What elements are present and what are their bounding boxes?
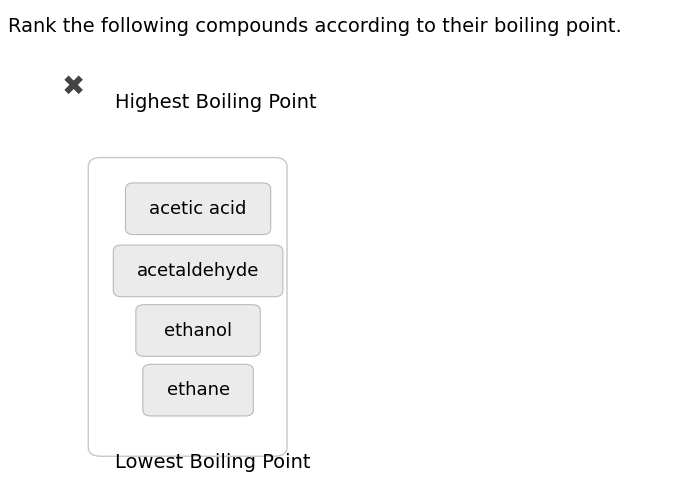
Text: Rank the following compounds according to their boiling point.: Rank the following compounds according t… (8, 17, 622, 36)
Text: acetic acid: acetic acid (149, 200, 247, 218)
FancyBboxPatch shape (142, 364, 253, 416)
FancyBboxPatch shape (88, 158, 287, 456)
Text: acetaldehyde: acetaldehyde (137, 262, 259, 280)
FancyBboxPatch shape (113, 245, 283, 297)
Text: Highest Boiling Point: Highest Boiling Point (115, 93, 316, 112)
FancyBboxPatch shape (125, 183, 271, 235)
FancyBboxPatch shape (136, 305, 260, 356)
Text: ethanol: ethanol (164, 322, 232, 339)
Text: ethane: ethane (167, 381, 229, 399)
Text: ✖: ✖ (61, 73, 85, 101)
Text: Lowest Boiling Point: Lowest Boiling Point (115, 453, 310, 472)
